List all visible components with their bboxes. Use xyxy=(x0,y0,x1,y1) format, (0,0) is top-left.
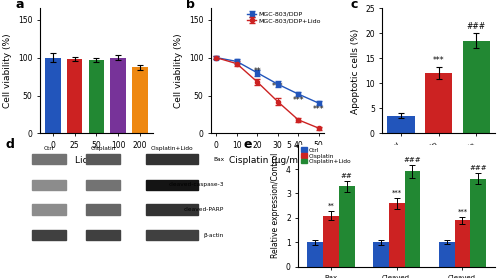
Text: **: ** xyxy=(328,203,334,209)
Bar xyxy=(454,220,470,267)
Text: β-actin: β-actin xyxy=(204,233,224,238)
Bar xyxy=(339,186,354,267)
Bar xyxy=(388,116,414,133)
Text: cleaved-PARP: cleaved-PARP xyxy=(184,207,224,212)
Text: Ctrl: Ctrl xyxy=(44,146,54,151)
Text: Cisplatin: Cisplatin xyxy=(90,146,116,151)
Bar xyxy=(32,230,66,240)
Text: cleaved-caspase-3: cleaved-caspase-3 xyxy=(168,182,224,187)
Bar xyxy=(146,180,198,190)
Text: ***: *** xyxy=(272,82,283,91)
Text: ###: ### xyxy=(404,157,421,163)
Bar xyxy=(110,58,126,133)
Bar xyxy=(389,203,404,267)
Y-axis label: Relative expression/Control: Relative expression/Control xyxy=(272,153,280,259)
Text: Cisplatin+Lido: Cisplatin+Lido xyxy=(151,146,194,151)
Text: ##: ## xyxy=(341,173,352,179)
Text: ###: ### xyxy=(470,165,487,172)
Text: a: a xyxy=(15,0,24,11)
X-axis label: Lido (µM): Lido (µM) xyxy=(75,156,118,165)
Text: ***: *** xyxy=(392,190,402,196)
Bar xyxy=(32,180,66,190)
Bar xyxy=(463,41,490,133)
Bar xyxy=(88,60,104,133)
Bar xyxy=(67,59,82,133)
Bar xyxy=(86,154,120,164)
Text: ***: *** xyxy=(433,56,444,65)
Text: ***: *** xyxy=(313,105,324,114)
Bar xyxy=(146,230,198,240)
Bar xyxy=(86,230,120,240)
Bar xyxy=(86,180,120,190)
Y-axis label: Cell viability (%): Cell viability (%) xyxy=(4,34,13,108)
Bar xyxy=(86,204,120,215)
Bar xyxy=(404,172,420,267)
Y-axis label: Cell viability (%): Cell viability (%) xyxy=(174,34,184,108)
Bar xyxy=(439,242,454,267)
Bar xyxy=(425,73,452,133)
Text: ***: *** xyxy=(458,209,468,215)
Bar xyxy=(132,68,148,133)
Text: d: d xyxy=(6,138,15,152)
Bar xyxy=(146,204,198,215)
Text: c: c xyxy=(351,0,358,11)
Text: ***: *** xyxy=(292,96,304,105)
Y-axis label: Apoptotic cells (%): Apoptotic cells (%) xyxy=(350,28,360,114)
Text: **: ** xyxy=(254,67,261,76)
Text: ###: ### xyxy=(467,22,486,31)
Text: b: b xyxy=(186,0,196,11)
Bar xyxy=(470,179,486,267)
X-axis label: Cisplatin (µg/mL): Cisplatin (µg/mL) xyxy=(229,156,306,165)
Bar xyxy=(323,215,339,267)
Bar xyxy=(373,242,389,267)
Bar xyxy=(146,154,198,164)
Bar xyxy=(32,154,66,164)
Bar xyxy=(32,204,66,215)
Bar xyxy=(45,58,60,133)
Bar xyxy=(308,242,323,267)
Text: e: e xyxy=(244,138,252,152)
Legend: MGC-803/DDP, MGC-803/DDP+Lido: MGC-803/DDP, MGC-803/DDP+Lido xyxy=(247,11,320,23)
Legend: Ctrl, Cisplatin, Cisplatin+Lido: Ctrl, Cisplatin, Cisplatin+Lido xyxy=(302,147,351,165)
Text: Bax: Bax xyxy=(213,157,224,162)
